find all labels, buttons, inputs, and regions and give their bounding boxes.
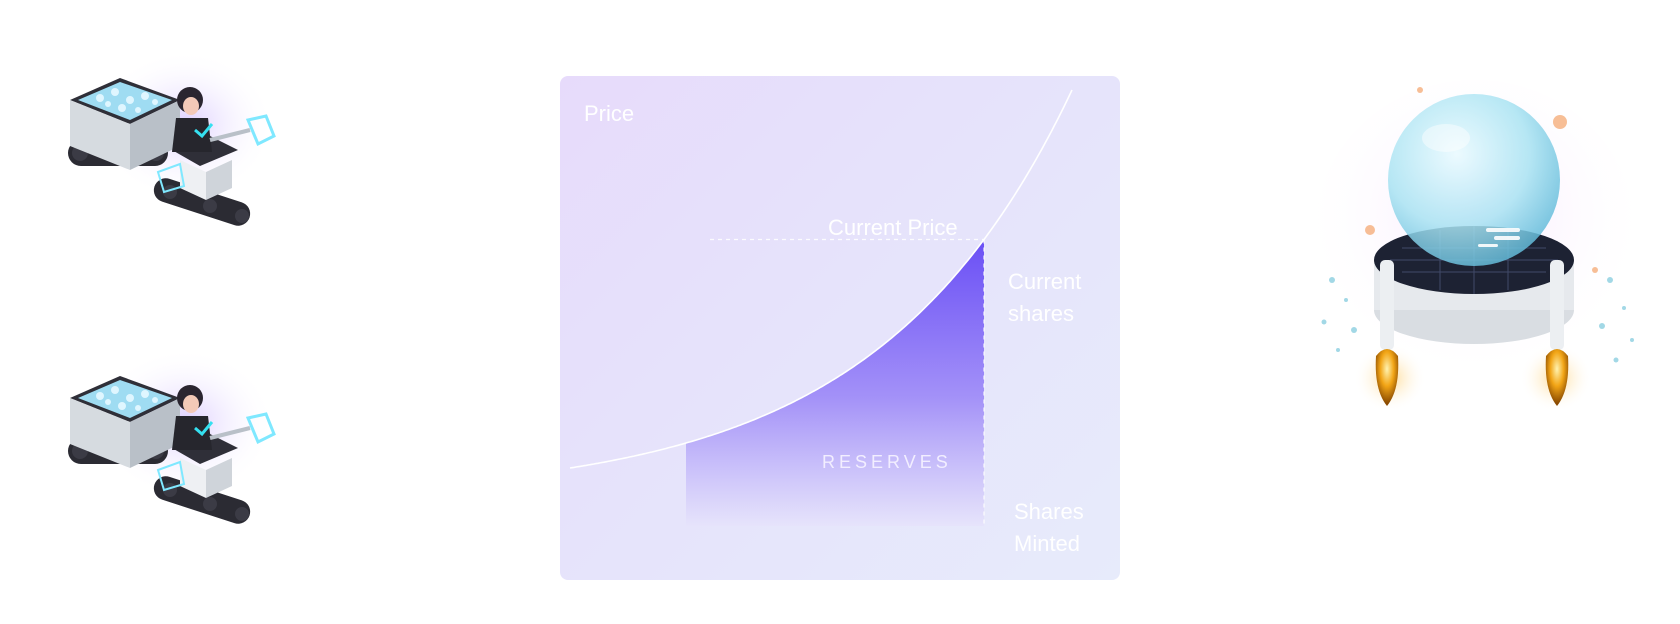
price-curve-line xyxy=(569,89,1073,469)
current-shares-label: Current shares xyxy=(1008,269,1082,326)
bonding-curve-chart: Price Current Price Current shares RESER… xyxy=(560,76,1120,580)
glass-dome-rocket-icon xyxy=(1310,60,1650,425)
x-axis-label: Shares Minted xyxy=(1014,499,1084,556)
y-axis-label: Price xyxy=(584,101,635,126)
reserves-label: RESERVES xyxy=(822,452,952,472)
chart-svg xyxy=(569,89,1073,526)
robot-cart-icon xyxy=(60,338,290,553)
current-price-label: Current Price xyxy=(828,215,958,240)
robot-cart-icon xyxy=(60,40,290,255)
reserves-area xyxy=(686,239,984,526)
